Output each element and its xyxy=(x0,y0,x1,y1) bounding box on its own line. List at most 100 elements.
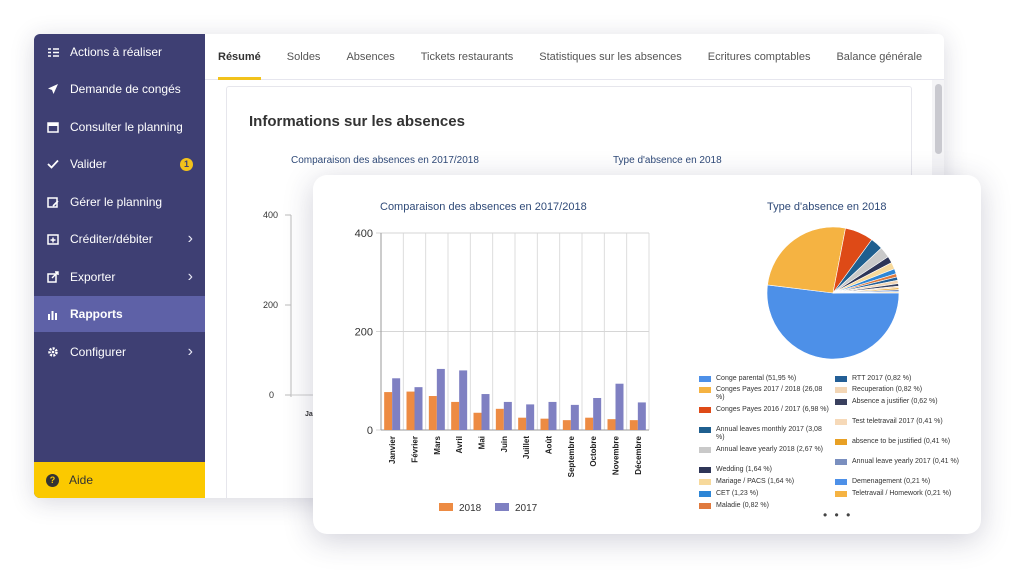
more-legend-indicator[interactable]: • • • xyxy=(823,508,853,522)
export-icon xyxy=(46,270,60,284)
legend-label: Annual leave yearly 2017 (0,41 %) xyxy=(852,458,960,465)
legend-swatch xyxy=(699,376,711,382)
bar-2017-avril[interactable] xyxy=(459,370,468,430)
calendar-icon xyxy=(46,120,60,134)
bar-2018-juillet[interactable] xyxy=(518,417,527,430)
legend-swatch-2018 xyxy=(439,503,453,511)
pie-legend-item[interactable]: Conge parental (51,95 %) xyxy=(699,375,829,383)
tab-tickets-restaurants[interactable]: Tickets restaurants xyxy=(420,50,514,63)
sidebar-item-label: Exporter xyxy=(70,270,116,284)
bar-2018-avril[interactable] xyxy=(451,401,460,430)
x-tick-label: Octobre xyxy=(589,435,598,466)
pie-slice-1[interactable] xyxy=(767,226,846,294)
sidebar-item-rapports[interactable]: Rapports xyxy=(34,296,205,332)
scrollbar-thumb[interactable] xyxy=(935,84,942,154)
sidebar-item-exporter[interactable]: Exporter › xyxy=(34,259,205,295)
pie-legend-item[interactable]: Demenagement (0,21 %) xyxy=(835,478,965,486)
legend-label: Test teletravail 2017 (0,41 %) xyxy=(852,418,943,425)
pie-legend-item[interactable]: Conges Payes 2017 / 2018 (26,08 %) xyxy=(699,386,829,402)
bg-x-tick: Jan xyxy=(305,411,318,418)
x-tick-label: Janvier xyxy=(388,436,397,464)
legend-label-2017[interactable]: 2017 xyxy=(515,503,538,514)
legend-swatch xyxy=(699,427,711,433)
pie-legend-item[interactable]: Test teletravail 2017 (0,41 %) xyxy=(835,418,965,426)
legend-label: Teletravail / Homework (0,21 %) xyxy=(852,490,952,497)
bar-2017-février[interactable] xyxy=(414,387,423,430)
pie-legend-item[interactable]: Wedding (1,64 %) xyxy=(699,466,829,474)
bar-2018-décembre[interactable] xyxy=(629,420,638,430)
sidebar-item-demande[interactable]: Demande de congés xyxy=(34,71,205,107)
x-tick-label: Juillet xyxy=(522,436,531,459)
pie-legend-item[interactable]: CET (1,23 %) xyxy=(699,490,829,498)
tab-balance-generale[interactable]: Balance générale xyxy=(836,50,923,63)
sidebar-item-crediter[interactable]: Créditer/débiter › xyxy=(34,221,205,257)
bar-2017-mars[interactable] xyxy=(436,368,445,430)
pie-chart-title: Type d'absence en 2018 xyxy=(767,201,887,213)
bar-2017-juin[interactable] xyxy=(503,401,512,430)
legend-label: absence to be justified (0,41 %) xyxy=(852,438,951,445)
pie-legend-item[interactable]: Maladie (0,82 %) xyxy=(699,502,829,510)
tab-absences[interactable]: Absences xyxy=(346,50,395,63)
bar-2017-novembre[interactable] xyxy=(615,383,624,430)
pie-legend-item[interactable]: Absence a justifier (0,62 %) xyxy=(835,398,965,406)
bar-2017-janvier[interactable] xyxy=(392,378,401,430)
bar-2018-août[interactable] xyxy=(540,418,549,430)
pie-legend-item[interactable]: Annual leave yearly 2017 (0,41 %) xyxy=(835,458,965,466)
legend-label-2018[interactable]: 2018 xyxy=(459,503,482,514)
legend-label: Recuperation (0,82 %) xyxy=(852,386,923,393)
sidebar-item-consulter[interactable]: Consulter le planning xyxy=(34,109,205,145)
tab-statistiques[interactable]: Statistiques sur les absences xyxy=(539,50,682,63)
bar-2018-septembre[interactable] xyxy=(562,420,571,430)
y-tick-label: 0 xyxy=(367,425,373,437)
tab-resume[interactable]: Résumé xyxy=(205,34,274,80)
sidebar-item-label: Actions à réaliser xyxy=(70,45,163,59)
legend-label: CET (1,23 %) xyxy=(716,490,759,497)
pie-slice-0[interactable] xyxy=(766,284,900,360)
y-tick-label: 400 xyxy=(355,228,373,240)
bar-2017-octobre[interactable] xyxy=(593,397,602,430)
pie-legend-item[interactable]: Recuperation (0,82 %) xyxy=(835,386,965,394)
pie-legend-item[interactable]: Conges Payes 2016 / 2017 (6,98 %) xyxy=(699,406,829,414)
sidebar-item-label: Demande de congés xyxy=(70,82,181,96)
legend-swatch xyxy=(699,503,711,509)
gear-icon xyxy=(46,345,60,359)
sidebar-item-gerer[interactable]: Gérer le planning xyxy=(34,184,205,220)
help-button[interactable]: ? Aide xyxy=(34,462,205,498)
calendar-plus-icon xyxy=(46,232,60,246)
pie-legend-item[interactable]: Annual leaves monthly 2017 (3,08 %) xyxy=(699,426,829,442)
bar-2017-septembre[interactable] xyxy=(570,404,579,430)
sidebar-item-configurer[interactable]: Configurer › xyxy=(34,334,205,370)
bar-2018-mai[interactable] xyxy=(473,412,482,430)
legend-label: Conge parental (51,95 %) xyxy=(716,375,797,382)
section-title: Informations sur les absences xyxy=(249,113,465,130)
bar-2018-octobre[interactable] xyxy=(585,417,594,430)
calendar-edit-icon xyxy=(46,195,60,209)
sidebar-item-valider[interactable]: Valider 1 xyxy=(34,146,205,182)
bar-2017-juillet[interactable] xyxy=(526,404,535,430)
legend-swatch xyxy=(835,419,847,425)
legend-label: Annual leave yearly 2018 (2,67 %) xyxy=(716,446,824,453)
pie-legend-item[interactable]: absence to be justified (0,41 %) xyxy=(835,438,965,446)
pie-legend-item[interactable]: Annual leave yearly 2018 (2,67 %) xyxy=(699,446,829,454)
pie-legend-item[interactable]: Teletravail / Homework (0,21 %) xyxy=(835,490,965,498)
pie-legend-item[interactable]: Mariage / PACS (1,64 %) xyxy=(699,478,829,486)
pie-legend-item[interactable]: RTT 2017 (0,82 %) xyxy=(835,375,965,383)
pie-slice-16[interactable] xyxy=(832,291,900,294)
tab-soldes[interactable]: Soldes xyxy=(286,50,321,63)
bar-2018-mars[interactable] xyxy=(428,396,437,430)
bar-2017-mai[interactable] xyxy=(481,394,490,430)
sidebar-item-actions[interactable]: Actions à réaliser xyxy=(34,34,205,70)
legend-swatch-2017 xyxy=(495,503,509,511)
tab-ecritures-comptables[interactable]: Ecritures comptables xyxy=(707,50,811,63)
sidebar-item-label: Gérer le planning xyxy=(70,195,163,209)
bar-2018-février[interactable] xyxy=(406,391,415,430)
chevron-right-icon: › xyxy=(187,268,193,285)
bar-2017-août[interactable] xyxy=(548,401,557,430)
x-tick-label: Mai xyxy=(478,436,487,449)
legend-swatch xyxy=(835,459,847,465)
bar-2018-janvier[interactable] xyxy=(384,392,393,430)
bar-2018-juin[interactable] xyxy=(495,408,504,430)
bar-2017-décembre[interactable] xyxy=(637,402,646,430)
x-tick-label: Décembre xyxy=(634,435,643,474)
bar-2018-novembre[interactable] xyxy=(607,419,616,430)
